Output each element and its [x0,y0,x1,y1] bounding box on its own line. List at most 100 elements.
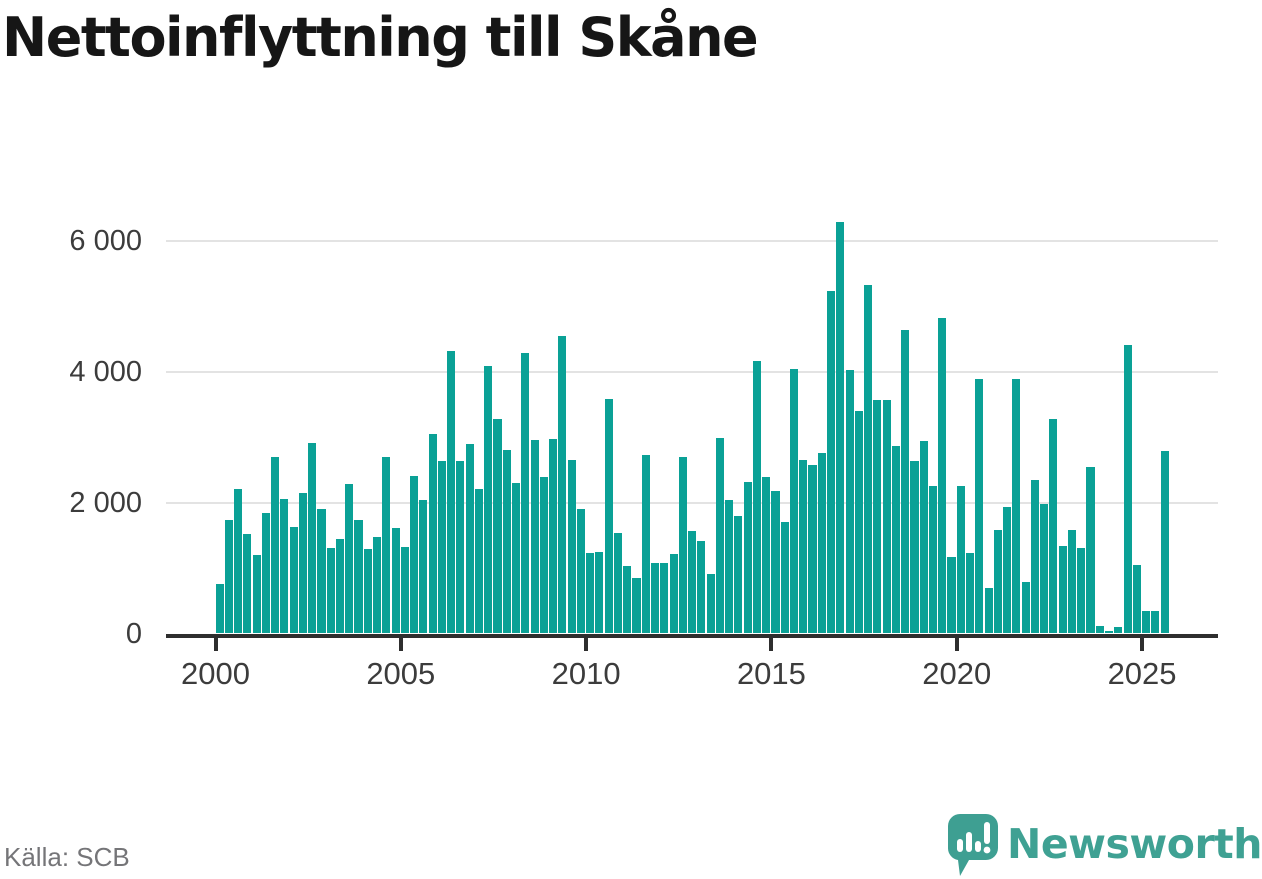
bar-quarter-11 [317,509,326,634]
bar-quarter-45 [632,578,641,634]
x-axis-tick-2025 [1140,638,1145,651]
bar-quarter-85 [1003,507,1012,634]
x-axis-label-2000: 2000 [181,656,250,691]
bar-quarter-61 [780,522,789,634]
bar-quarter-36 [549,439,558,634]
bar-quarter-65 [817,452,826,634]
bar-quarter-62 [789,369,799,634]
bar-quarter-102 [1160,451,1169,634]
y-axis-label-2000: 2 000 [69,486,142,519]
source-label: Källa: SCB [4,842,130,872]
bar-quarter-8 [289,526,298,634]
bar-quarter-33 [521,352,530,634]
bar-quarter-0 [215,584,224,634]
bar-quarter-38 [567,459,576,634]
x-axis-tick-2015 [769,638,774,651]
newsworthy-wordmark: Newsworthy [1007,820,1262,868]
bar-quarter-10 [308,442,317,634]
bar-quarter-15 [354,520,363,634]
bar-quarter-4 [252,555,261,634]
bar-quarter-98 [1123,345,1132,634]
bar-quarter-6 [271,456,280,634]
bar-quarter-2 [234,488,243,634]
bar-quarter-83 [984,587,993,634]
bar-quarter-94 [1086,467,1095,634]
bar-quarter-77 [928,486,938,634]
bar-quarter-18 [382,457,391,634]
bar-quarter-84 [993,530,1002,634]
bar-quarter-92 [1067,530,1077,634]
newsworthy-logo: Newsworthy [948,812,1262,878]
bar-quarter-53 [706,574,715,634]
bar-quarter-29 [484,365,493,634]
bar-quarter-21 [410,476,419,634]
bar-quarter-9 [298,492,307,634]
bar-quarter-7 [280,499,289,634]
bar-quarter-48 [660,562,669,634]
bar-quarter-5 [261,513,270,634]
bar-quarter-97 [1114,626,1123,634]
bar-quarter-73 [891,446,900,634]
bar-quarter-55 [725,500,734,634]
bar-quarter-27 [465,444,474,634]
bar-quarter-67 [836,222,845,634]
x-axis-label-2020: 2020 [922,656,992,691]
bar-quarter-72 [882,400,891,634]
bar-quarter-64 [808,464,817,634]
bar-quarter-17 [373,537,382,634]
bar-quarter-42 [604,399,613,634]
bar-quarter-76 [919,441,928,634]
bar-quarter-89 [1040,504,1049,634]
bar-quarter-31 [502,449,511,634]
bar-quarter-41 [595,552,604,634]
bar-quarter-71 [873,400,882,634]
bar-quarter-59 [762,477,771,634]
x-axis-tick-2005 [398,638,403,651]
bar-quarter-75 [910,461,919,634]
bar-quarter-35 [539,477,548,634]
bar-quarter-44 [623,566,632,634]
bar-quarter-3 [243,534,252,634]
gridline-y-2000 [166,501,1218,504]
bar-quarter-57 [743,481,752,634]
x-axis-label-2015: 2015 [736,656,806,691]
bar-quarter-95 [1095,626,1104,634]
bar-quarter-32 [511,483,521,634]
bar-quarter-69 [854,411,863,634]
bar-quarter-78 [938,317,947,634]
x-axis-tick-2020 [954,638,959,651]
x-axis-label-2010: 2010 [551,656,621,691]
bar-quarter-81 [966,553,975,634]
bar-quarter-14 [345,483,354,634]
bar-quarter-66 [827,290,836,634]
bar-quarter-101 [1151,611,1160,634]
bar-quarter-40 [586,553,595,634]
y-axis-label-0: 0 [125,617,142,650]
bar-quarter-87 [1021,581,1030,634]
x-axis-label-2005: 2005 [366,656,436,691]
bar-quarter-99 [1132,564,1141,634]
bar-quarter-79 [947,556,956,634]
bar-quarter-49 [669,553,678,634]
x-axis-label-2025: 2025 [1107,656,1177,691]
newsworthy-bubble-chart-icon [948,814,998,876]
bar-quarter-24 [437,460,446,634]
bar-quarter-52 [697,541,706,634]
bar-quarter-39 [576,508,585,634]
bar-quarter-50 [678,457,687,634]
gridline-y-4000 [166,370,1218,373]
bar-quarter-80 [956,486,965,634]
bar-quarter-25 [447,350,456,634]
bar-quarter-58 [752,361,761,634]
bar-quarter-91 [1058,545,1067,634]
bar-quarter-93 [1077,547,1086,634]
bar-quarter-12 [326,548,335,634]
x-axis-tick-2000 [213,638,218,651]
bar-quarter-51 [688,530,697,634]
bar-quarter-60 [771,491,780,634]
bar-quarter-16 [363,549,372,634]
bar-quarter-88 [1030,480,1039,634]
bar-quarter-26 [456,460,465,634]
